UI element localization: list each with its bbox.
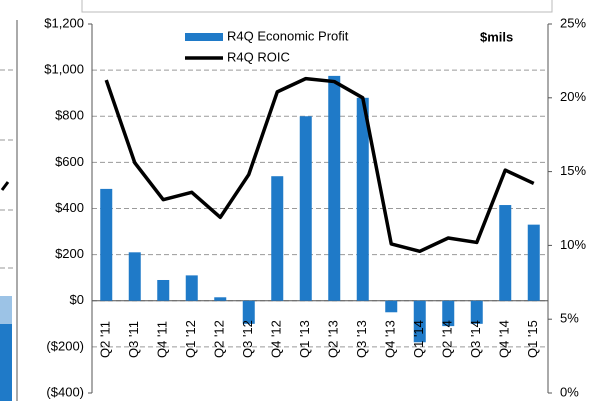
y-tick-label: $400 [55, 200, 84, 215]
x-tick-label: Q3 '11 [126, 321, 141, 358]
x-tick-label: Q1 '13 [297, 320, 312, 358]
x-tick-label: Q3 '12 [240, 320, 255, 358]
line [104, 76, 535, 254]
y2-tick-label: 5% [560, 311, 579, 326]
neighbor-line [0, 181, 10, 191]
legend-label: R4Q ROIC [227, 49, 290, 64]
x-tick-label: Q1 '12 [183, 320, 198, 358]
legend-swatch [185, 33, 223, 41]
x-tick-label: Q4 '12 [269, 320, 284, 358]
bar [328, 75, 341, 301]
bar [499, 205, 512, 301]
x-tick-label: Q1 '15 [525, 320, 540, 358]
y-tick-label: $200 [55, 246, 84, 261]
x-tick-label: Q4 '14 [497, 320, 512, 358]
bar [299, 116, 312, 301]
y-tick-label: ($200) [46, 338, 84, 353]
bar [385, 300, 398, 313]
bar [470, 300, 483, 324]
y2-tick-label: 25% [560, 15, 586, 30]
bar [214, 297, 227, 301]
bar [442, 300, 455, 327]
y-tick-label: ($400) [46, 384, 84, 399]
x-tick-label: Q2 '14 [440, 320, 455, 358]
y-tick-label: $1,200 [44, 15, 84, 30]
legend-label: R4Q Economic Profit [227, 28, 349, 43]
x-tick-label: Q2 '13 [326, 320, 341, 358]
x-tick-label: Q3 '13 [354, 320, 369, 358]
y-tick-label: $600 [55, 154, 84, 169]
y-tick-label: $800 [55, 108, 84, 123]
x-tick-label: Q4 '13 [383, 320, 398, 358]
x-tick-label: Q1 '14 [411, 320, 426, 358]
neighbor-bar [0, 324, 12, 401]
bar [185, 275, 198, 301]
y-tick-label: $1,000 [44, 62, 84, 77]
neighbor-frame [81, 0, 553, 13]
bar [356, 97, 369, 301]
x-tick-label: Q3 '14 [468, 320, 483, 358]
bar [100, 188, 113, 301]
bar [242, 300, 255, 324]
x-tick-label: Q2 '12 [212, 320, 227, 358]
bar [527, 224, 540, 301]
x-tick-label: Q4 '11 [155, 321, 170, 358]
y2-tick-label: 20% [560, 89, 586, 104]
x-tick-label: Q2 '11 [98, 321, 113, 358]
bar [271, 176, 284, 301]
y2-tick-label: 10% [560, 237, 586, 252]
y2-tick-label: 0% [560, 384, 579, 399]
bar [157, 279, 170, 301]
y-tick-label: $0 [70, 292, 84, 307]
bar [413, 300, 426, 343]
neighbor-bar [0, 296, 12, 324]
bar [128, 252, 141, 301]
unit-label: $mils [480, 29, 513, 44]
y2-tick-label: 15% [560, 163, 586, 178]
